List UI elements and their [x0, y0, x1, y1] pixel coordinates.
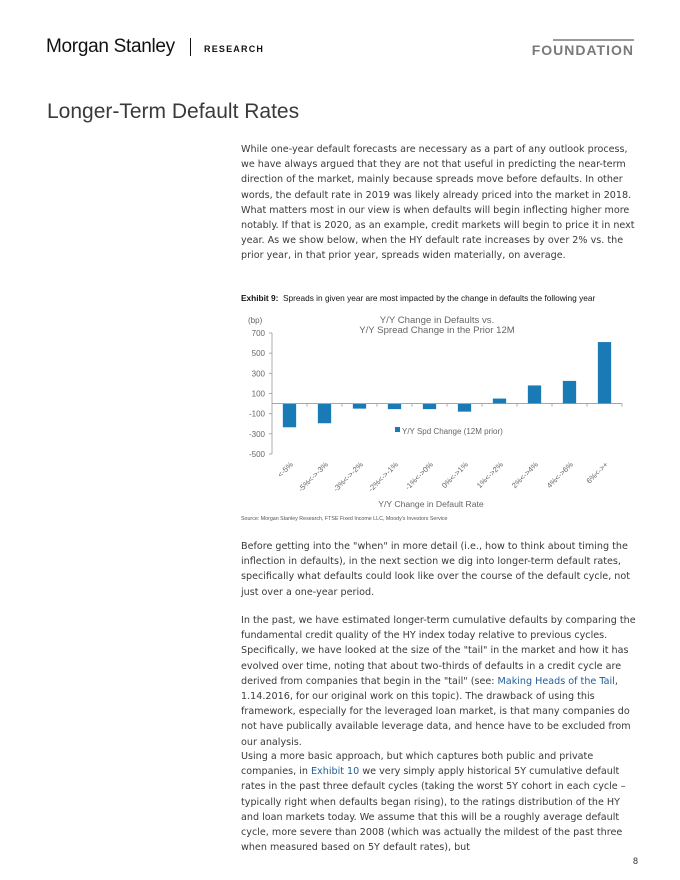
bar	[387, 403, 402, 410]
paragraph-text: Using a more basic approach, but which c…	[241, 751, 594, 778]
bars	[282, 342, 612, 428]
paragraph-text: we very simply apply historical 5Y cumul…	[241, 766, 626, 854]
series-label: FOUNDATION	[531, 42, 634, 58]
x-tick-label: 0%<->1%	[440, 460, 470, 490]
paragraph-timing: Before getting into the "when" in more d…	[241, 541, 631, 598]
section-label: RESEARCH	[204, 44, 265, 54]
bar	[457, 403, 472, 412]
y-axis: 700 500 300 100 -100 -300 -500	[249, 329, 272, 459]
y-tick-label: 700	[252, 329, 266, 338]
bar	[282, 403, 297, 428]
exhibit-caption: Exhibit 9: Spreads in given year are mos…	[241, 293, 641, 303]
exhibit-chart: Y/Y Change in Defaults vs. Y/Y Spread Ch…	[248, 315, 623, 509]
chart-source: Source: Morgan Stanley Research, FTSE Fi…	[241, 516, 448, 522]
legend-swatch	[395, 427, 400, 432]
x-tick-label: 2%<->4%	[510, 460, 540, 490]
chart-ylabel: (bp)	[248, 316, 263, 325]
paragraph-text: , 1.14.2016, for our original work on th…	[241, 675, 631, 748]
x-tick-label: -5%<->-3%	[296, 460, 330, 494]
y-tick-label: 300	[252, 369, 266, 378]
paragraph-text: In the past, we have estimated longer-te…	[241, 615, 636, 687]
bar	[597, 342, 612, 404]
paragraph-intro: While one-year default forecasts are nec…	[241, 144, 635, 262]
page-number: 8	[632, 856, 638, 866]
chart-xlabel: Y/Y Change in Default Rate	[378, 499, 484, 509]
bar	[562, 380, 577, 404]
y-tick-label: -500	[249, 450, 266, 459]
bar	[527, 385, 542, 404]
bar	[317, 403, 332, 424]
x-tick-label: -3%<->-2%	[331, 460, 365, 494]
chart-title-line2: Y/Y Spread Change in the Prior 12M	[359, 325, 515, 336]
y-tick-label: -100	[249, 410, 266, 419]
making-heads-of-the-tail-link[interactable]: Making Heads of the Tail	[497, 675, 615, 687]
y-tick-label: -300	[249, 430, 266, 439]
page-title: Longer-Term Default Rates	[47, 100, 300, 123]
chart-title-line1: Y/Y Change in Defaults vs.	[380, 315, 494, 326]
x-tick-label: <-5%	[276, 460, 295, 479]
x-tick-label: -1%<->0%	[403, 460, 435, 492]
exhibit-label: Exhibit 9:	[241, 293, 279, 303]
series-bar	[553, 39, 634, 41]
y-tick-label: 500	[252, 349, 266, 358]
y-tick-label: 100	[252, 390, 266, 399]
bar	[492, 398, 507, 404]
x-tick-label: 1%<->2%	[475, 460, 505, 490]
exhibit-title: Spreads in given year are most impacted …	[282, 293, 596, 303]
bar	[352, 403, 367, 409]
header-divider	[190, 38, 191, 56]
exhibit-10-link[interactable]: Exhibit 10	[311, 766, 360, 778]
morgan-stanley-logo: Morgan Stanley	[46, 36, 175, 57]
x-tick-label: 6%<->+	[585, 460, 611, 486]
x-tick-label: -2%<->-1%	[366, 460, 400, 494]
paragraph-basic-approach: Using a more basic approach, but which c…	[241, 749, 636, 855]
legend-label: Y/Y Spd Change (12M prior)	[402, 427, 503, 436]
x-tick-label: 4%<->6%	[545, 460, 575, 490]
paragraph-tail-method: In the past, we have estimated longer-te…	[241, 613, 636, 750]
bar	[422, 403, 437, 410]
